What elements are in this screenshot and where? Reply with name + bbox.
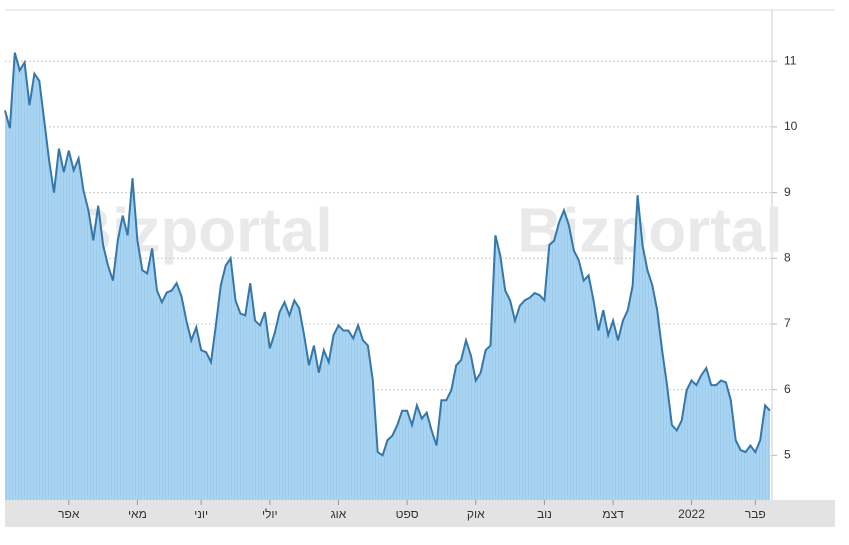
x-tick-label: אוג xyxy=(331,507,347,521)
x-tick-label: אוק xyxy=(467,507,485,521)
y-tick-label: 5 xyxy=(784,448,791,462)
y-tick-label: 8 xyxy=(784,250,791,264)
watermark: Bizportal xyxy=(67,196,332,265)
y-tick-label: 10 xyxy=(784,119,798,133)
y-tick-label: 6 xyxy=(784,382,791,396)
x-tick-label: יולי xyxy=(262,507,278,521)
x-tick-label: יוני xyxy=(194,507,208,521)
y-tick-label: 7 xyxy=(784,316,791,330)
y-tick-label: 11 xyxy=(784,53,797,67)
x-tick-label: נוב xyxy=(537,507,552,521)
x-tick-label: 2022 xyxy=(678,507,705,521)
area xyxy=(5,52,770,500)
y-tick-label: 9 xyxy=(784,185,791,199)
x-tick-label: פבר xyxy=(745,507,766,521)
line xyxy=(4,52,771,457)
x-tick-label: אפר xyxy=(58,507,80,521)
x-tick-label: ספט xyxy=(396,507,419,521)
x-tick-label: דצמ xyxy=(602,507,624,521)
x-axis-band xyxy=(5,500,835,527)
x-tick-label: מאי xyxy=(128,507,147,521)
